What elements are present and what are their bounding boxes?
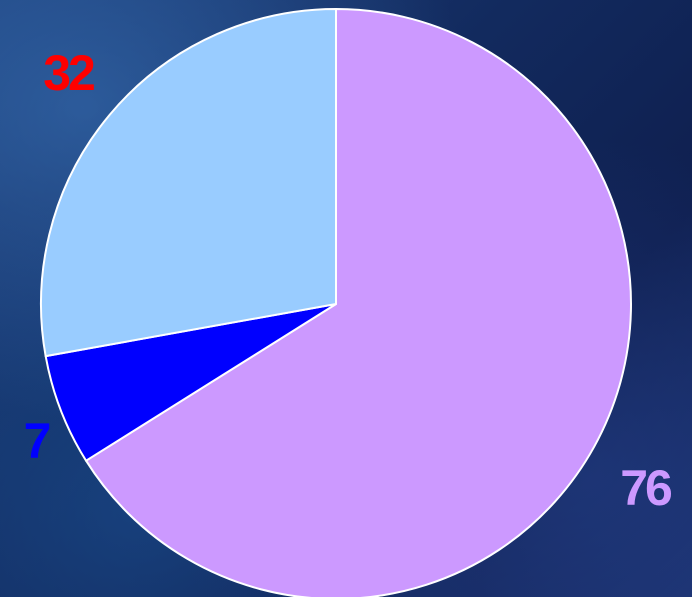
data-label-7: 7 xyxy=(24,413,50,469)
pie-slice-32 xyxy=(40,8,337,358)
pie-slices xyxy=(40,8,632,597)
pie-data-labels: 76 7 32 xyxy=(24,45,674,516)
data-label-32: 32 xyxy=(43,45,94,101)
pie-slice-76 xyxy=(85,8,632,597)
data-label-76: 76 xyxy=(620,460,671,516)
